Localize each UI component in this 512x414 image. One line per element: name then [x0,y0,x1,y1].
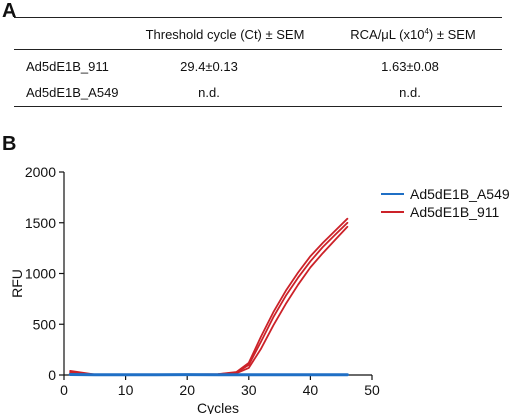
panel-a-label: A [2,0,17,22]
x-tick-label: 0 [60,382,68,398]
y-tick-label: 1000 [25,266,56,282]
y-tick-label: 1500 [25,215,56,231]
x-axis-label: Cycles [197,400,239,414]
chart-series-lines [68,217,349,377]
row-rca-a549: n.d. [399,85,421,100]
row-name-911: Ad5dE1B_911 [26,59,109,74]
x-tick-label: 50 [364,382,380,398]
y-axis-label: RFU [9,269,25,298]
series-line-ad5de1b-911 [69,221,349,376]
x-tick-label: 10 [118,382,134,398]
y-tick-label: 0 [48,367,56,383]
table-top-rule [14,17,502,18]
row-ct-911: 29.4±0.13 [180,59,238,74]
legend-label: Ad5dE1B_911 [410,204,499,220]
x-tick-label: 20 [179,382,195,398]
legend-label: Ad5dE1B_A549 [410,186,510,202]
table-bottom-rule [14,106,502,107]
x-tick-label: 40 [303,382,319,398]
series-line-ad5de1b-911 [69,217,349,376]
x-tick-label: 30 [241,382,257,398]
row-name-a549: Ad5dE1B_A549 [26,85,119,100]
chart-axes: 0 500 1000 1500 2000 0 10 20 30 40 50 Cycles RFU [9,164,380,414]
y-tick-label: 500 [33,316,57,332]
row-rca-911: 1.63±0.08 [381,59,439,74]
y-tick-label: 2000 [25,164,56,180]
column-header-ct: Threshold cycle (Ct) ± SEM [145,27,305,42]
chart-legend: Ad5dE1B_A549 Ad5dE1B_911 [381,186,510,220]
row-ct-a549: n.d. [198,85,220,100]
panel-b-label: B [2,133,17,155]
column-header-rca: RCA/μL (x104) ± SEM [350,27,476,42]
table-header-rule [14,49,502,50]
rfu-amplification-chart: 0 500 1000 1500 2000 0 10 20 30 40 50 Cycles RFU Ad5… [9,164,510,414]
series-line-ad5de1b-911 [69,225,349,376]
